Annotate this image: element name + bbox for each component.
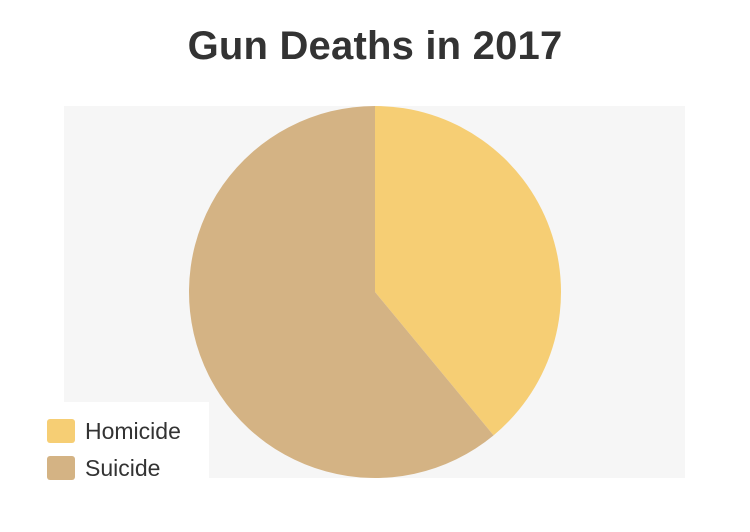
legend-label-suicide: Suicide (85, 454, 161, 481)
pie-slice-suicide (188, 106, 494, 478)
legend-label-homicide: Homicide (85, 417, 181, 444)
legend-item-homicide: Homicide (47, 416, 181, 446)
legend-item-suicide: Suicide (47, 453, 160, 483)
chart-title: Gun Deaths in 2017 (187, 24, 563, 68)
legend: Homicide Suicide (37, 402, 209, 492)
legend-swatch-suicide (47, 456, 75, 480)
legend-swatch-homicide (47, 419, 75, 443)
pie-slice-homicide (375, 106, 562, 436)
